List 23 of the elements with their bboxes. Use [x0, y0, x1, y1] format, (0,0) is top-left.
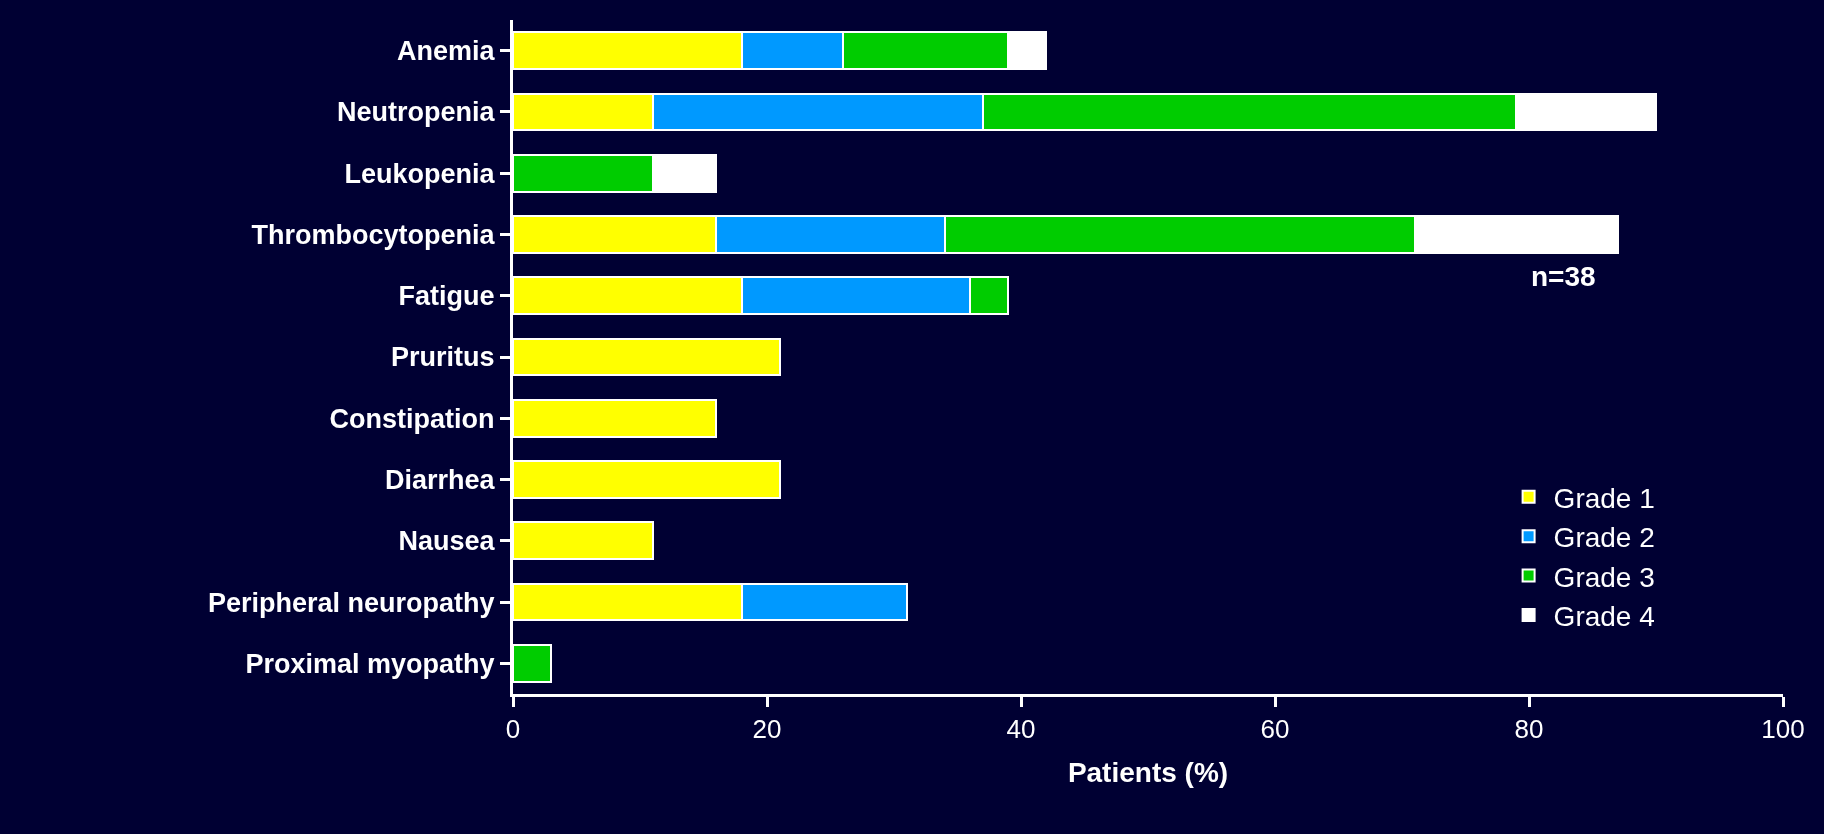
x-tick-label: 100	[1761, 714, 1805, 745]
y-tick-label: Peripheral neuropathy	[208, 587, 495, 618]
legend-label: Grade 2	[1553, 522, 1655, 554]
legend-label: Grade 1	[1553, 482, 1655, 514]
x-tick-label: 40	[1006, 714, 1036, 745]
x-tick-label: 60	[1260, 714, 1290, 745]
y-tick-label: Pruritus	[391, 342, 495, 373]
legend-label: Grade 3	[1553, 561, 1655, 593]
y-tick-label: Neutropenia	[337, 97, 496, 128]
y-tick-label: Thrombocytopenia	[251, 219, 496, 250]
y-tick-label: Fatigue	[398, 281, 495, 312]
x-tick-label: 80	[1514, 714, 1544, 745]
y-tick-label: Anemia	[397, 36, 496, 67]
legend-label: Grade 4	[1553, 600, 1655, 632]
x-tick-label: 0	[505, 714, 521, 745]
y-tick-label: Nausea	[398, 526, 496, 557]
annotation: n=38	[1531, 261, 1596, 292]
x-tick-label: 20	[752, 714, 782, 745]
y-tick-label: Constipation	[329, 403, 495, 434]
y-tick-label: Diarrhea	[385, 465, 496, 495]
y-tick-label: Proximal myopathy	[245, 648, 495, 679]
y-tick-label: Leukopenia	[344, 158, 496, 189]
x-axis-title: Patients (%)	[1067, 757, 1229, 789]
